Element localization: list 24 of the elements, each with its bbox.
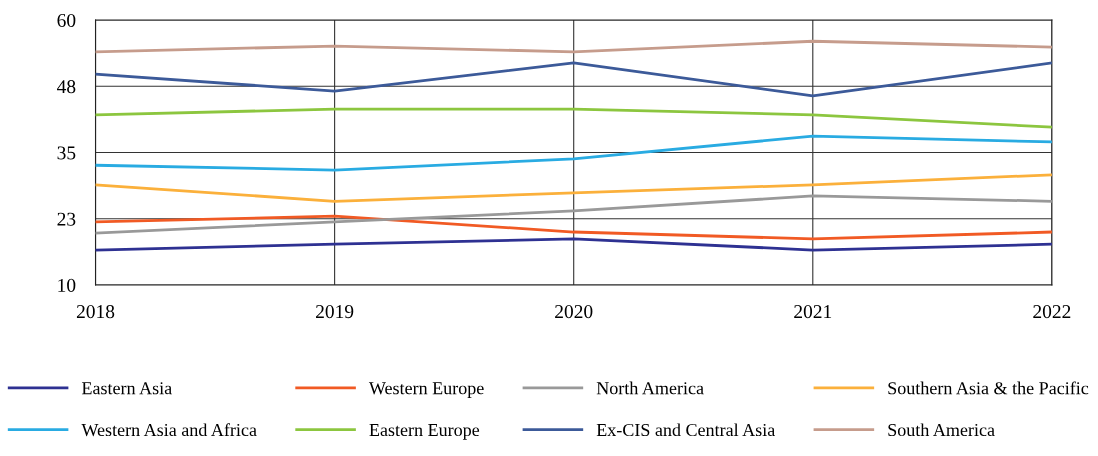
legend-label: Western Asia and Africa bbox=[81, 423, 257, 437]
legend-label: Eastern Asia bbox=[81, 382, 172, 395]
y-tick-label: 10 bbox=[58, 278, 76, 292]
line-series bbox=[95, 39, 1052, 54]
x-tick-label: 2020 bbox=[555, 305, 593, 319]
legend-label: Southern Asia & the Pacific bbox=[888, 381, 1089, 395]
y-tick-label: 60 bbox=[57, 13, 76, 27]
line-series bbox=[95, 173, 1052, 203]
x-tick-label: 2022 bbox=[1033, 305, 1071, 319]
line-series bbox=[95, 194, 1052, 235]
y-tick-label: 35 bbox=[57, 146, 76, 160]
line-series bbox=[95, 61, 1052, 98]
legend-label: Western Europe bbox=[368, 382, 484, 398]
x-tick-label: 2021 bbox=[794, 305, 832, 319]
x-tick-label: 2019 bbox=[316, 305, 354, 319]
legend-label: Eastern Europe bbox=[369, 424, 480, 440]
x-tick-label: 2018 bbox=[76, 305, 115, 319]
y-tick-label: 23 bbox=[57, 212, 76, 226]
legend-label: North America bbox=[596, 381, 704, 395]
line-series bbox=[95, 134, 1052, 172]
y-tick-label: 48 bbox=[57, 80, 76, 94]
legend-label: Ex-CIS and Central Asia bbox=[596, 423, 776, 437]
legend-label: South America bbox=[888, 423, 995, 437]
line-series bbox=[95, 214, 1052, 241]
